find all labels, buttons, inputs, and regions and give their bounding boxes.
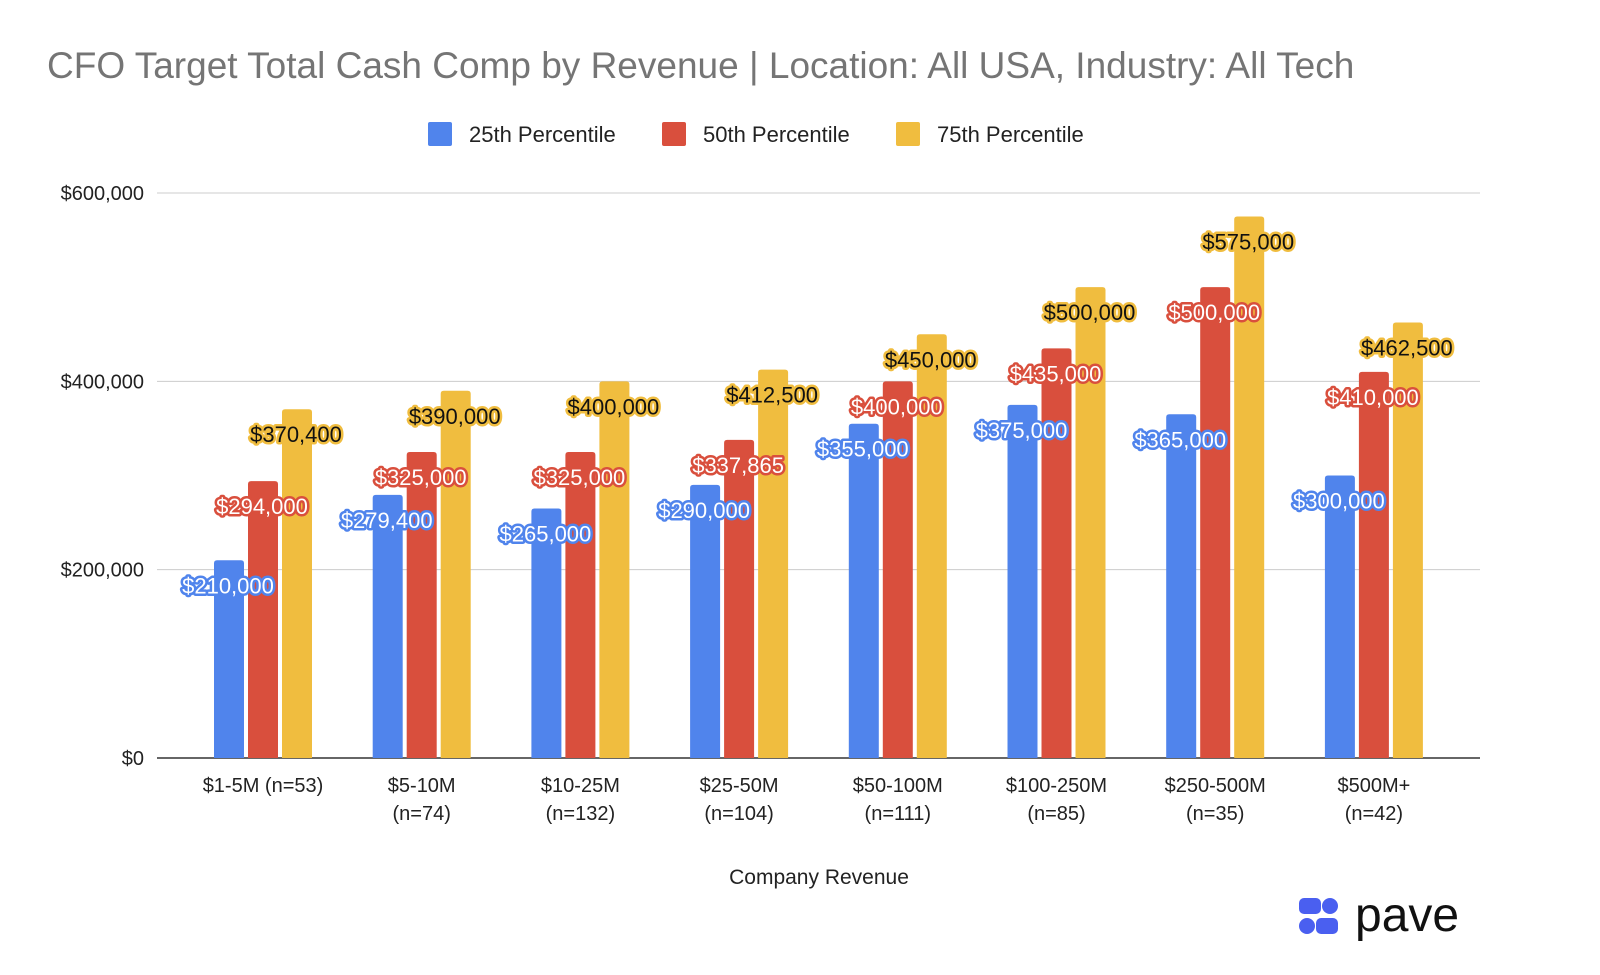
bar (1166, 414, 1197, 758)
bar (848, 423, 879, 758)
bar (916, 334, 947, 758)
x-tick-label: (n=74) (393, 803, 451, 825)
bar (565, 451, 596, 758)
bar (440, 390, 471, 758)
bar (1324, 475, 1355, 758)
x-tick-label: (n=42) (1345, 803, 1403, 825)
x-tick-label: (n=35) (1186, 803, 1244, 825)
y-tick-label: $600,000 (61, 183, 144, 205)
bar (214, 560, 244, 758)
x-axis-label: Company Revenue (729, 866, 909, 889)
data-label: $500,000 (1044, 300, 1136, 325)
data-label: $400,000 (568, 394, 660, 419)
bar (690, 484, 721, 758)
legend-swatch (896, 122, 920, 146)
data-label: $279,400 (341, 508, 433, 533)
data-label: $325,000 (534, 465, 626, 490)
data-label: $500,000 (1168, 300, 1260, 325)
x-tick-label: (n=111) (865, 803, 932, 825)
x-tick-label: $25-50M (700, 775, 779, 797)
y-tick-label: $400,000 (61, 371, 144, 393)
bar (531, 508, 562, 758)
legend-label: 75th Percentile (937, 122, 1084, 147)
bar (1358, 371, 1389, 758)
legend-label: 50th Percentile (703, 122, 850, 147)
data-label: $300,000 (1293, 489, 1385, 514)
x-tick-label: $1-5M (n=53) (203, 775, 324, 797)
gridlines (157, 192, 1480, 759)
x-tick-label: $250-500M (1165, 775, 1266, 797)
logo-block (1299, 918, 1315, 934)
bar (758, 369, 789, 758)
bar (1234, 216, 1265, 758)
data-label: $435,000 (1010, 361, 1102, 386)
data-label: $390,000 (409, 404, 501, 429)
data-label: $375,000 (976, 418, 1068, 443)
bar (599, 381, 630, 758)
y-tick-label: $200,000 (61, 560, 144, 582)
data-label: $265,000 (500, 521, 592, 546)
bar (724, 439, 755, 758)
bar (1007, 404, 1038, 758)
bar (1041, 348, 1072, 758)
bar (282, 409, 312, 758)
x-tick-label: $500M+ (1337, 775, 1410, 797)
pave-logo: pave (1299, 889, 1459, 942)
data-label: $575,000 (1202, 230, 1294, 255)
legend-swatch (662, 122, 686, 146)
data-label: $365,000 (1134, 427, 1226, 452)
data-label: $462,500 (1361, 335, 1453, 360)
data-label: $412,500 (726, 383, 818, 408)
y-tick-label: $0 (122, 748, 144, 770)
data-label: $325,000 (375, 465, 467, 490)
data-label: $450,000 (885, 347, 977, 372)
data-label: $337,865 (692, 453, 784, 478)
y-axis-ticks: $0 $200,000 $400,000 $600,000 (61, 183, 144, 770)
pave-logo-icon (1299, 898, 1338, 934)
x-tick-label: $10-25M (541, 775, 620, 797)
x-tick-label: $100-250M (1006, 775, 1107, 797)
x-tick-label: $50-100M (853, 775, 943, 797)
bar (248, 481, 278, 758)
data-label: $294,000 (216, 494, 308, 519)
data-label: $400,000 (851, 394, 943, 419)
x-tick-label: (n=104) (704, 803, 774, 825)
data-label: $370,400 (250, 422, 342, 447)
logo-block (1299, 898, 1321, 914)
bar (406, 451, 437, 758)
x-tick-label: (n=132) (546, 803, 616, 825)
legend-label: 25th Percentile (469, 122, 616, 147)
legend: 25th Percentile 50th Percentile 75th Perce… (428, 122, 1084, 147)
x-tick-label: $5-10M (388, 775, 456, 797)
data-label: $290,000 (658, 498, 750, 523)
bar (1200, 287, 1231, 758)
data-label: $355,000 (817, 437, 909, 462)
x-tick-label: (n=85) (1027, 803, 1085, 825)
bars (214, 216, 1423, 758)
bar (882, 381, 913, 758)
data-label: $410,000 (1327, 385, 1419, 410)
data-labels: $210,000 $294,000 $370,400 $279,400 $325,000… (180, 227, 1456, 601)
logo-block (1316, 918, 1338, 934)
bar (372, 494, 403, 758)
logo-text: pave (1355, 889, 1459, 942)
data-label: $210,000 (182, 573, 274, 598)
legend-swatch (428, 122, 452, 146)
x-axis-ticks: $1-5M (n=53) $5-10M (n=74) $10-25M (n=132) $2… (203, 775, 1411, 825)
logo-block (1322, 898, 1338, 914)
bar (1392, 322, 1423, 758)
chart-title: CFO Target Total Cash Comp by Revenue | … (47, 45, 1354, 86)
bar (1075, 287, 1106, 758)
